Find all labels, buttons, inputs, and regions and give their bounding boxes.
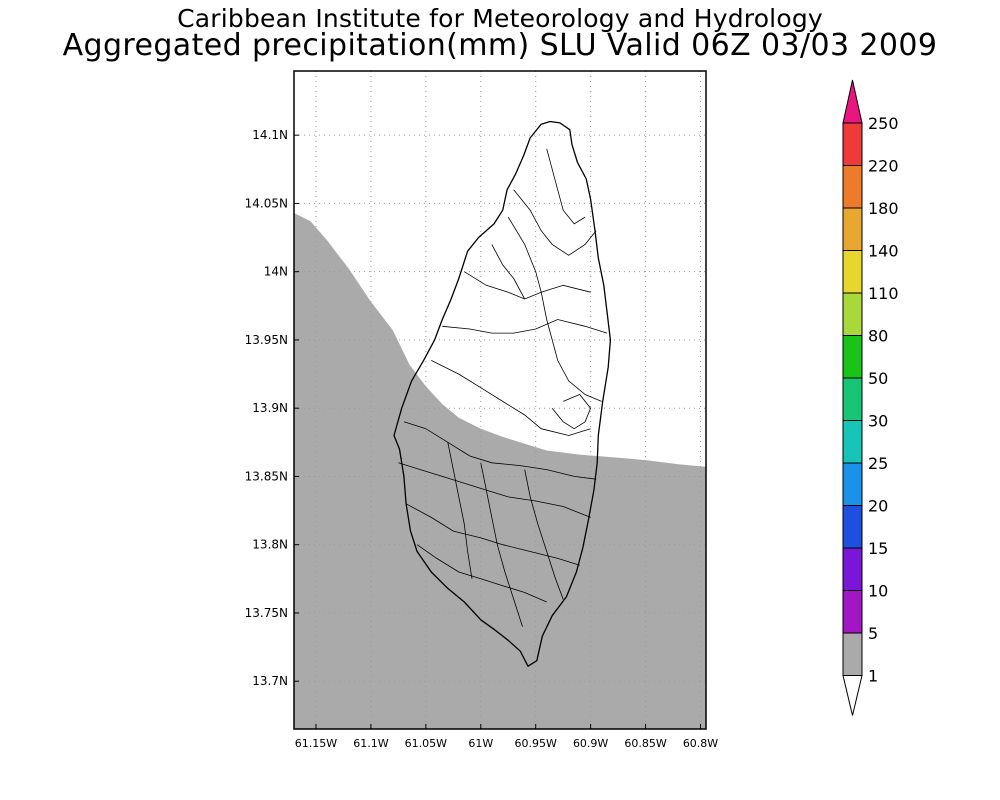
- colorbar-segment: [842, 292, 863, 336]
- lon-tick-label: 61W: [468, 737, 493, 750]
- lat-tick-label: 13.95N: [245, 333, 288, 347]
- watershed-boundary: [524, 469, 564, 600]
- colorbar-segment: [842, 462, 863, 506]
- colorbar-top-arrow: [842, 79, 863, 124]
- chart-title-line2: Aggregated precipitation(mm) SLU Valid 0…: [62, 28, 938, 63]
- lon-tick-label: 60.95W: [515, 737, 557, 750]
- colorbar-label: 1: [868, 667, 878, 686]
- colorbar-segment: [842, 420, 863, 464]
- watershed-boundary: [507, 216, 602, 402]
- colorbar-segment: [842, 335, 863, 379]
- lon-tick-label: 61.15W: [295, 737, 337, 750]
- watershed-boundary: [403, 421, 597, 480]
- island-outline: [393, 120, 612, 667]
- colorbar-segment: [842, 122, 863, 166]
- colorbar-bottom-arrow: [842, 675, 863, 716]
- colorbar-label: 25: [868, 454, 888, 473]
- colorbar-label: 180: [868, 199, 899, 218]
- lat-tick-label: 13.85N: [245, 469, 288, 483]
- colorbar-segment: [842, 632, 863, 676]
- plot-area: [294, 71, 706, 729]
- lon-tick-label: 60.8W: [683, 737, 718, 750]
- lat-tick-label: 13.8N: [252, 538, 288, 552]
- lon-tick-label: 60.9W: [573, 737, 608, 750]
- colorbar-label: 140: [868, 242, 899, 261]
- lat-tick-label: 14.05N: [245, 196, 288, 210]
- colorbar: 250 220 180 140 110 80 50 30 25 20 15 10 5 1: [842, 79, 899, 716]
- chart-title-line1: Caribbean Institute for Meteorology and …: [177, 4, 823, 33]
- colorbar-segment: [842, 250, 863, 294]
- colorbar-label: 250: [868, 114, 899, 133]
- lon-tick-label: 61.05W: [405, 737, 447, 750]
- colorbar-label: 30: [868, 412, 888, 431]
- colorbar-segment: [842, 505, 863, 549]
- watershed-boundary: [447, 442, 473, 579]
- lat-tick-label: 14N: [264, 265, 288, 279]
- watershed-boundary: [431, 360, 591, 436]
- colorbar-segment: [842, 165, 863, 209]
- lat-tick-label: 14.1N: [252, 128, 288, 142]
- lon-tick-label: 60.85W: [624, 737, 666, 750]
- colorbar-segment: [842, 377, 863, 421]
- lat-tick-label: 13.9N: [252, 401, 288, 415]
- colorbar-segment: [842, 590, 863, 634]
- colorbar-label: 10: [868, 582, 888, 601]
- lat-tick-label: 13.75N: [245, 606, 288, 620]
- watershed-boundary: [405, 503, 580, 566]
- colorbar-segment: [842, 207, 863, 251]
- watershed-boundary: [546, 148, 586, 225]
- watershed-boundary: [464, 271, 591, 300]
- colorbar-label: 5: [868, 624, 878, 643]
- watershed-boundary: [551, 394, 592, 430]
- axis-layer: 14.1N 14.05N 14N 13.95N 13.9N 13.85N 13.8N 13.7…: [245, 70, 718, 750]
- colorbar-label: 50: [868, 369, 888, 388]
- watershed-boundary: [513, 189, 597, 256]
- colorbar-label: 20: [868, 497, 888, 516]
- watershed-boundary: [416, 544, 547, 603]
- colorbar-label: 80: [868, 327, 888, 346]
- colorbar-label: 110: [868, 284, 899, 303]
- colorbar-label: 15: [868, 539, 888, 558]
- lat-tick-label: 13.7N: [252, 674, 288, 688]
- watershed-boundary: [491, 244, 526, 300]
- watershed-boundary: [480, 462, 523, 627]
- watershed-boundary: [442, 319, 608, 334]
- lon-tick-label: 61.1W: [353, 737, 388, 750]
- colorbar-label: 220: [868, 157, 899, 176]
- colorbar-segment: [842, 547, 863, 591]
- plot-frame: [293, 70, 707, 730]
- map-layer: [294, 71, 706, 729]
- precip-region-1-5mm: [294, 213, 706, 729]
